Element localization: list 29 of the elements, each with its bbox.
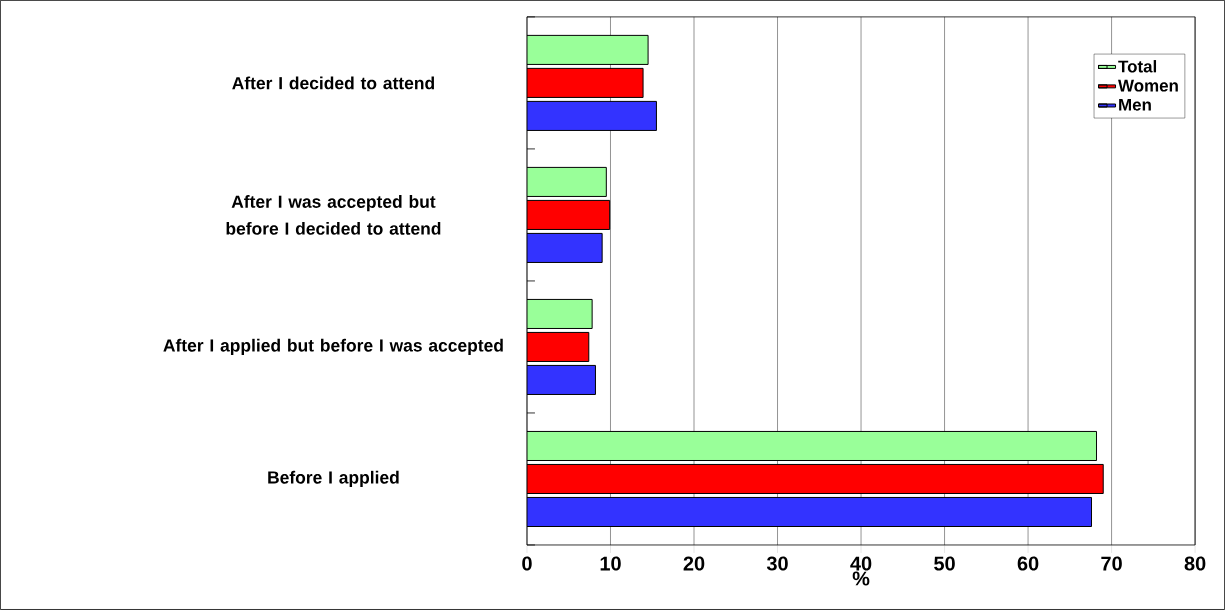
bar [526,34,649,65]
y-tick-label: After I decided to attend [232,76,434,90]
bar [526,100,657,131]
bar [526,331,590,363]
x-axis-title: % [852,571,870,586]
bar [526,430,1098,462]
bar [526,497,1093,528]
x-tick-label: 30 [766,556,788,571]
x-tick-label: 10 [600,556,621,571]
x-tick-label: 50 [934,556,955,571]
legend-label: Women [1118,79,1178,92]
x-tick-label: 40 [850,556,872,571]
bar [526,199,611,230]
bar [526,166,607,197]
bar [526,364,596,396]
legend-label: Men [1119,98,1151,111]
x-tick-label: 0 [522,556,532,571]
bar [526,463,1104,495]
legend-label: Total [1118,60,1157,73]
bar [526,67,644,98]
x-tick-label: 60 [1017,556,1039,571]
bar [526,298,593,330]
y-tick-label: After I was accepted but before I decided to attend [226,195,441,235]
x-tick-label: 70 [1101,556,1122,571]
x-tick-label: 20 [683,556,705,571]
y-tick-label: Before I applied [268,470,399,488]
x-tick-label: 80 [1184,556,1206,571]
y-tick-label: After I applied but before I was accepted [163,338,503,356]
bar [526,232,603,264]
